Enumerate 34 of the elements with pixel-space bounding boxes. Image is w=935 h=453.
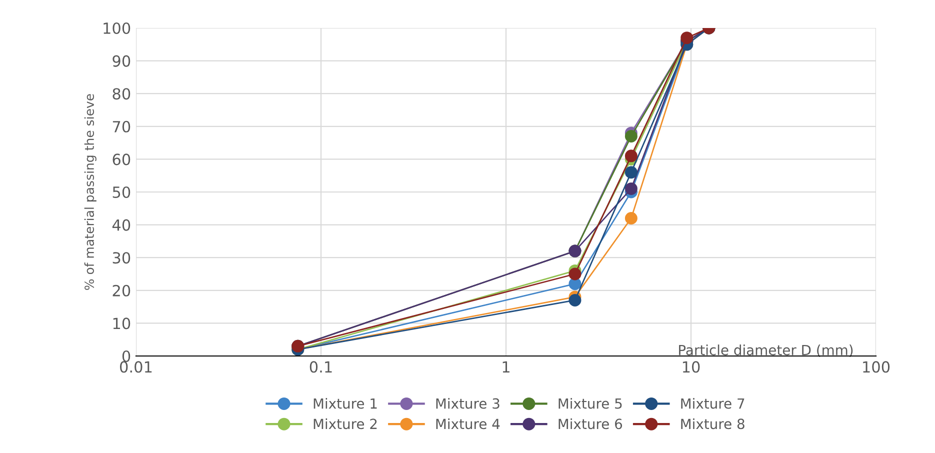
point — [624, 166, 638, 179]
y-tick-label: 60 — [112, 154, 130, 166]
y-tick-label: 10 — [113, 318, 130, 330]
point — [624, 130, 638, 142]
y-axis-title: % of material passing the sieve — [84, 94, 96, 290]
point — [624, 150, 638, 162]
x-tick-label: 1 — [502, 361, 510, 372]
y-tick-label: 0 — [122, 350, 130, 362]
legend-label: Mixture 3 — [436, 398, 500, 409]
legend-label: Mixture 4 — [436, 418, 500, 430]
x-tick-label: 0.01 — [120, 361, 152, 373]
y-tick-label: 30 — [112, 252, 130, 264]
y-tick-label: 90 — [112, 55, 130, 67]
point — [568, 294, 582, 306]
legend-label: Mixture 8 — [681, 418, 744, 430]
y-tick-label: 20 — [112, 284, 130, 296]
legend-label: Mixture 7 — [681, 398, 744, 409]
y-tick-label: 40 — [112, 219, 130, 231]
legend-label: Mixture 6 — [558, 418, 622, 430]
y-tick-label: 80 — [112, 88, 130, 100]
point — [624, 182, 638, 195]
legend-label: Mixture 5 — [558, 398, 622, 409]
y-tick-label: 50 — [112, 186, 130, 198]
x-axis-title: Particle diameter D (mm) — [679, 344, 853, 357]
legend-label: Mixture 2 — [314, 418, 377, 430]
y-tick-label: 100 — [104, 22, 130, 34]
point — [624, 212, 638, 224]
point — [568, 268, 582, 280]
point — [680, 32, 694, 44]
x-tick-label: 0.1 — [310, 361, 332, 373]
y-tick-label: 70 — [112, 120, 130, 132]
legend-label: Mixture 1 — [314, 398, 377, 409]
x-tick-label: 100 — [863, 361, 890, 373]
x-tick-label: 10 — [682, 361, 700, 373]
